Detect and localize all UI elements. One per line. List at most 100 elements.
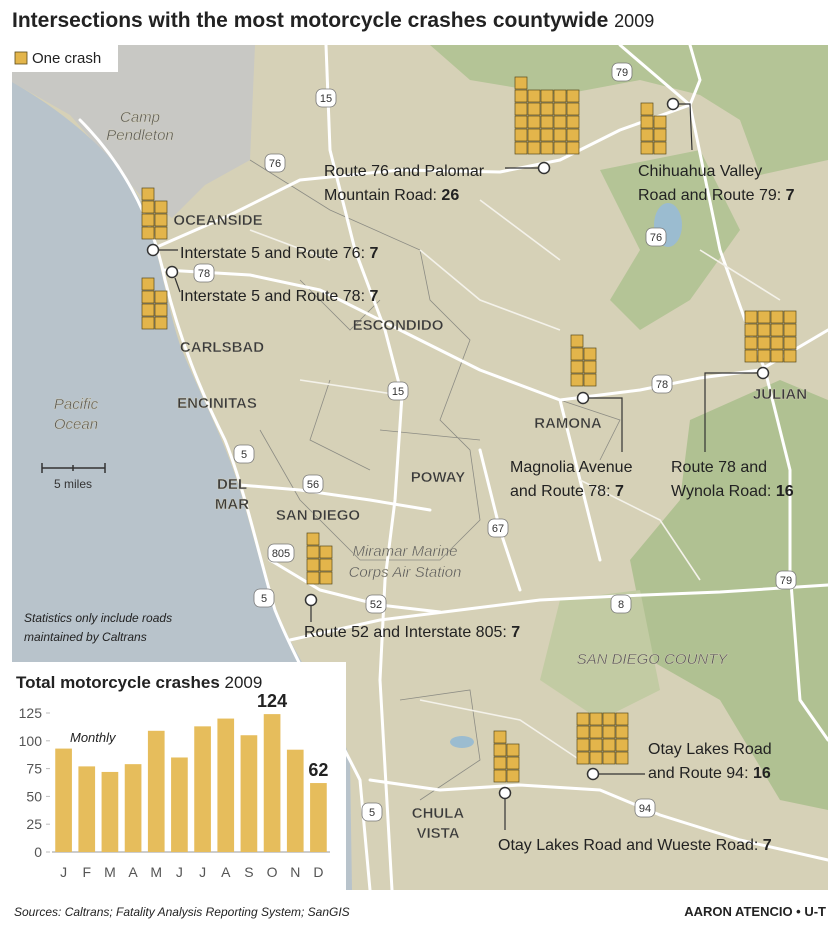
- route-number: 5: [261, 593, 267, 605]
- route-shield: [253, 588, 275, 608]
- crash-square: [570, 334, 584, 348]
- y-tick-label: 25: [26, 816, 42, 832]
- value-label: 62: [308, 760, 328, 780]
- x-tick-label: M: [104, 864, 116, 880]
- crash-square: [154, 303, 168, 317]
- crash-square: [783, 310, 797, 324]
- crash-square: [154, 316, 168, 330]
- crash-count: 7: [369, 288, 378, 305]
- x-tick-label: D: [313, 864, 323, 880]
- route-number: 805: [272, 548, 290, 560]
- crash-square: [141, 277, 155, 291]
- crash-stack: [640, 102, 667, 155]
- crash-square: [615, 738, 629, 752]
- note: maintained by Caltrans: [24, 630, 147, 644]
- route-shield: [315, 88, 337, 108]
- x-tick-label: A: [221, 864, 231, 880]
- y-tick-label: 0: [34, 844, 42, 860]
- crash-square: [615, 751, 629, 765]
- crash-square: [141, 187, 155, 201]
- crash-square: [757, 349, 771, 363]
- intersection-label: Otay Lakes Road and Wueste Road: 7: [498, 837, 772, 854]
- road: [288, 583, 830, 642]
- intersection-label: Route 76 and Palomar: [324, 163, 485, 180]
- source: Sources: Caltrans; Fatality Analysis Rep…: [14, 905, 350, 919]
- crash-square: [744, 349, 758, 363]
- crash-square: [514, 76, 528, 90]
- route-number: 8: [618, 599, 624, 611]
- intersection-name: Magnolia Avenue: [510, 459, 633, 476]
- crash-square: [527, 128, 541, 142]
- road: [368, 778, 830, 862]
- intersection-dot: [756, 366, 770, 380]
- minor-roads: [249, 199, 781, 761]
- crash-square: [493, 769, 507, 783]
- route-shield: [634, 798, 656, 818]
- leader-line: [589, 397, 623, 452]
- crash-square: [506, 769, 520, 783]
- forest: [430, 45, 828, 175]
- intersection-label: Interstate 5 and Route 76: 7: [180, 245, 378, 262]
- legend-box: [10, 44, 118, 72]
- intersection-name: Route 76 and Palomar: [324, 163, 485, 180]
- route-shield: [611, 62, 633, 82]
- intersection-dot: [576, 391, 590, 405]
- crash-square: [319, 571, 333, 585]
- intersection-label: and Route 78: 7: [510, 483, 624, 500]
- route-number: 79: [780, 575, 792, 587]
- crash-square: [566, 102, 580, 116]
- crash-square: [540, 128, 554, 142]
- crash-square: [553, 102, 567, 116]
- bar: [147, 730, 165, 852]
- crash-square: [141, 213, 155, 227]
- city-boundaries: [249, 159, 621, 801]
- route-number: 79: [616, 67, 628, 79]
- crash-square: [583, 360, 597, 374]
- title-text: Intersections with the most motorcycle c…: [12, 9, 608, 32]
- x-tick-label: J: [199, 864, 206, 880]
- crash-square: [306, 532, 320, 546]
- crash-square: [583, 347, 597, 361]
- intersection-label: Route 78 and: [671, 459, 767, 476]
- crash-square: [553, 141, 567, 155]
- route-number: 15: [320, 93, 332, 105]
- place-label: SAN DIEGO COUNTY: [577, 651, 729, 668]
- credit: AARON ATENCIO • U-T: [684, 904, 826, 919]
- crash-square: [141, 226, 155, 240]
- bar: [240, 735, 258, 852]
- crash-square: [570, 360, 584, 374]
- crash-square: [553, 128, 567, 142]
- route-shield: [645, 227, 667, 247]
- route-number: 15: [392, 386, 404, 398]
- title: Intersections with the most motorcycle c…: [12, 9, 654, 32]
- bar: [217, 718, 235, 852]
- intersection-label: and Route 94: 16: [648, 765, 771, 782]
- crash-square: [566, 128, 580, 142]
- crash-square: [306, 558, 320, 572]
- crash-square: [566, 115, 580, 129]
- crash-square: [615, 712, 629, 726]
- crash-square: [744, 310, 758, 324]
- crash-square: [570, 347, 584, 361]
- crash-square: [154, 290, 168, 304]
- crash-square: [576, 725, 590, 739]
- crash-square: [566, 89, 580, 103]
- crash-square: [566, 141, 580, 155]
- place-label: Miramar Marine: [352, 543, 457, 560]
- route-shield: [365, 594, 387, 614]
- intersection-name: Mountain Road:: [324, 187, 437, 204]
- route-number: 56: [307, 479, 319, 491]
- bar: [286, 749, 304, 852]
- crash-square: [493, 743, 507, 757]
- place-label: Corps Air Station: [349, 564, 462, 581]
- road: [238, 398, 602, 614]
- intersection-label: Road and Route 79: 7: [638, 187, 795, 204]
- crash-square: [589, 751, 603, 765]
- crash-stack: [141, 187, 168, 240]
- crash-square: [640, 141, 654, 155]
- route-number: 5: [241, 449, 247, 461]
- route-shield: [264, 153, 286, 173]
- intersection-dot: [498, 786, 512, 800]
- crash-square: [757, 336, 771, 350]
